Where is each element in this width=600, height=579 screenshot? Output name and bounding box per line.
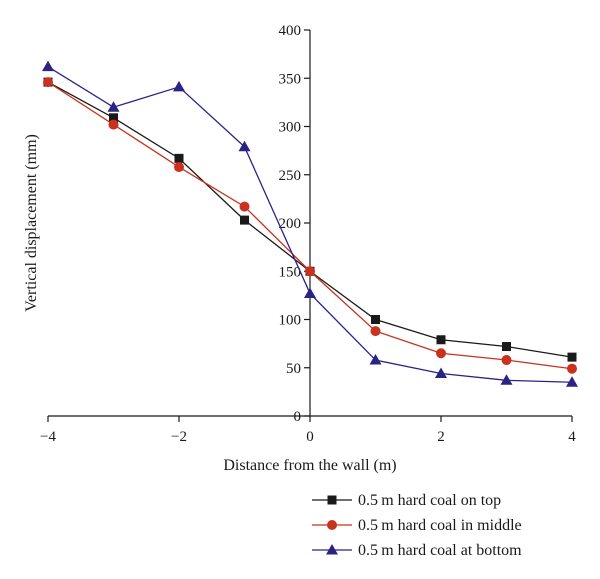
legend-item: 0.5 m hard coal at bottom xyxy=(312,542,522,559)
data-point xyxy=(502,342,511,352)
x-tick-label: 4 xyxy=(568,429,576,445)
y-tick-label: 300 xyxy=(279,120,302,136)
series-circle xyxy=(43,77,577,374)
x-tick-label: −4 xyxy=(40,429,56,445)
legend-marker xyxy=(327,495,337,505)
data-point xyxy=(240,215,249,225)
data-point xyxy=(371,315,380,324)
data-point xyxy=(174,162,184,173)
y-tick-label: 400 xyxy=(279,23,302,39)
x-tick-label: −2 xyxy=(171,429,187,445)
data-point xyxy=(369,354,382,365)
data-point xyxy=(109,113,118,123)
data-point xyxy=(43,77,53,88)
y-tick-label: 0 xyxy=(294,409,302,425)
y-axis-label: Vertical displacement (mm) xyxy=(23,134,40,312)
y-tick-label: 100 xyxy=(279,313,302,329)
data-point xyxy=(436,335,446,345)
data-point xyxy=(238,140,251,152)
data-point xyxy=(567,352,577,362)
y-tick-label: 200 xyxy=(279,216,302,232)
legend-label: 0.5 m hard coal on top xyxy=(358,492,501,509)
data-point xyxy=(305,266,315,277)
y-tick-label: 350 xyxy=(279,71,302,87)
data-point xyxy=(566,376,578,387)
data-point xyxy=(567,363,577,374)
x-tick-label: 2 xyxy=(437,429,445,445)
data-point xyxy=(42,60,54,72)
x-axis-label: Distance from the wall (m) xyxy=(223,457,396,474)
legend-label: 0.5 m hard coal in middle xyxy=(358,517,522,534)
legend-marker xyxy=(326,544,338,555)
y-tick-label: 250 xyxy=(279,168,302,184)
legend-marker xyxy=(327,520,337,530)
y-tick-label: 50 xyxy=(286,361,301,377)
data-point xyxy=(239,201,250,212)
y-axis-ticks: 0 50 100 150 200 250 300 350 400 xyxy=(279,23,310,425)
data-point xyxy=(304,287,316,298)
legend-label: 0.5 m hard coal at bottom xyxy=(358,542,522,559)
y-tick-label: 150 xyxy=(279,264,302,280)
x-tick-label: 0 xyxy=(306,429,314,445)
series-layer xyxy=(42,60,578,387)
data-point xyxy=(500,374,513,385)
legend-item: 0.5 m hard coal on top xyxy=(312,492,501,509)
legend: 0.5 m hard coal on top 0.5 m hard coal in… xyxy=(312,492,522,559)
series-triangle xyxy=(42,60,578,387)
data-point xyxy=(173,80,185,92)
data-point xyxy=(108,119,119,130)
x-axis-ticks: −4 −2 0 2 4 xyxy=(40,416,576,445)
data-point xyxy=(436,348,446,359)
legend-item: 0.5 m hard coal in middle xyxy=(312,517,522,534)
data-point xyxy=(174,153,184,163)
data-point xyxy=(370,326,381,337)
data-point xyxy=(435,367,447,379)
data-point xyxy=(107,101,120,112)
data-point xyxy=(501,355,512,366)
